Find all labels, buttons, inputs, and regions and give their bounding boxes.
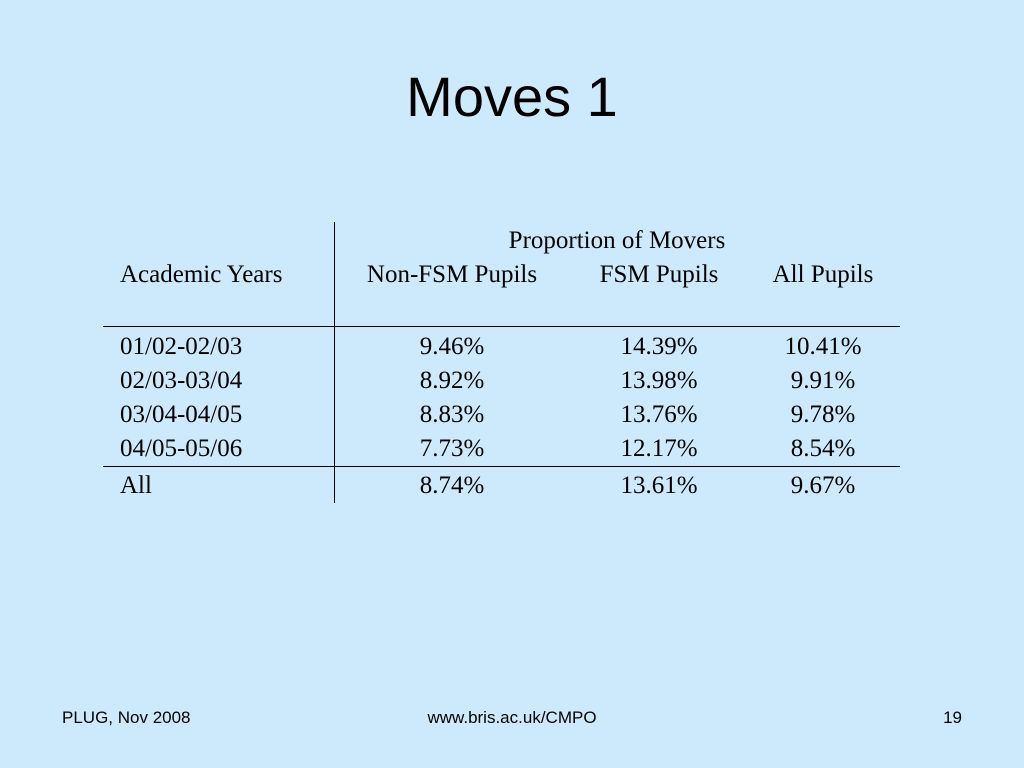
table-cell: 03/04-04/05: [120, 401, 243, 428]
table-cell: 12.17%: [620, 435, 698, 462]
table-cell: 7.73%: [419, 435, 485, 462]
group-header: Proportion of Movers: [508, 227, 726, 254]
table-cell: 02/03-03/04: [120, 367, 243, 394]
table-cell: 8.92%: [419, 367, 485, 394]
table-cell: 14.39%: [620, 333, 698, 360]
table-cell: 9.78%: [790, 401, 856, 428]
table-cell: 10.41%: [784, 333, 862, 360]
total-cell: 8.74%: [419, 472, 485, 499]
total-cell: All: [120, 472, 152, 499]
header-rule: [103, 326, 900, 327]
footer-right: 19: [943, 708, 962, 727]
footer-left: PLUG, Nov 2008: [62, 708, 191, 727]
column-header: All Pupils: [772, 261, 874, 288]
table-cell: 8.83%: [419, 401, 485, 428]
column-header: Non-FSM Pupils: [366, 261, 538, 288]
table-cell: 13.98%: [620, 367, 698, 394]
footer-center: www.bris.ac.uk/CMPO: [427, 708, 597, 727]
table-cell: 9.46%: [419, 333, 485, 360]
column-header: Academic Years: [120, 261, 283, 288]
table-cell: 8.54%: [790, 435, 856, 462]
total-cell: 9.67%: [790, 472, 856, 499]
table-cell: 04/05-05/06: [120, 435, 243, 462]
table-cell: 9.91%: [790, 367, 856, 394]
total-cell: 13.61%: [620, 472, 698, 499]
vertical-rule: [334, 222, 335, 503]
table-cell: 13.76%: [620, 401, 698, 428]
total-rule: [103, 466, 900, 467]
slide-title: Moves 1: [406, 65, 618, 128]
table-cell: 01/02-02/03: [120, 333, 243, 360]
column-header: FSM Pupils: [599, 261, 719, 288]
